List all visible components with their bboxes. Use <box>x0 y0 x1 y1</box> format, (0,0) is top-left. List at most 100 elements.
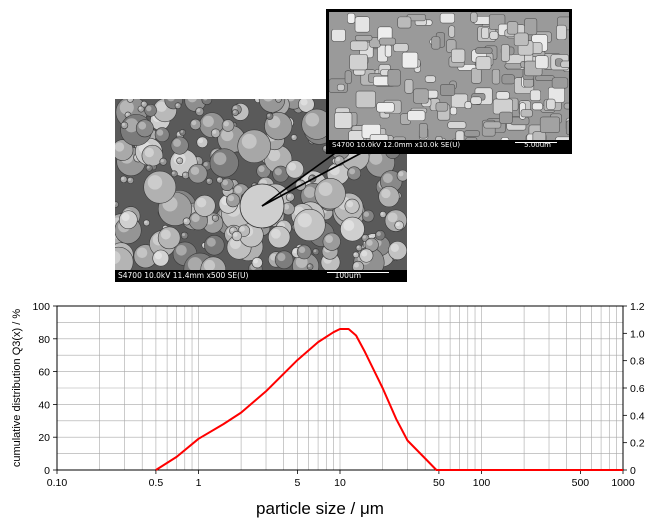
sem-particle <box>170 170 178 178</box>
sem-grain <box>376 102 395 113</box>
sem-particle <box>394 220 404 231</box>
sem-particle <box>137 105 145 113</box>
sem-micrograph-inset: S4700 10.0kV 12.0mm x10.0k SE(U) 5.00um <box>326 9 572 154</box>
sem-particle <box>374 230 386 241</box>
sem-grain <box>513 32 529 47</box>
sem-particle <box>231 230 243 242</box>
sem-particle <box>176 157 184 165</box>
sem-grain <box>500 137 510 140</box>
sem-main-caption-bar: S4700 10.0kV 11.4mm x500 SE(U) 100um <box>115 270 407 282</box>
sem-particle-highlight <box>291 135 295 138</box>
sem-particle <box>201 99 213 106</box>
sem-grain <box>355 90 376 109</box>
sem-grain <box>495 91 510 100</box>
sem-particle-highlight <box>325 235 334 243</box>
sem-grain <box>501 44 510 62</box>
sem-grain <box>407 110 426 122</box>
sem-particle <box>126 99 134 103</box>
sem-particle-highlight <box>288 162 297 171</box>
sem-particle-highlight <box>203 259 216 270</box>
sem-particle-highlight <box>191 213 200 223</box>
sem-particle-highlight <box>267 148 281 162</box>
sem-particle-highlight <box>297 213 312 228</box>
sem-particle-highlight <box>167 99 175 102</box>
sem-particle-highlight <box>267 113 271 117</box>
sem-particle <box>145 164 153 172</box>
sem-particle-highlight <box>160 158 164 163</box>
sem-particle-highlight <box>380 212 384 215</box>
sem-particle-highlight <box>206 178 210 182</box>
sem-grain <box>470 96 482 105</box>
sem-particle-highlight <box>361 250 368 257</box>
sem-particle <box>179 129 187 136</box>
sem-grain <box>560 60 569 68</box>
sem-grain <box>379 37 396 46</box>
sem-grain <box>464 130 480 137</box>
x-tick-label: 0.5 <box>149 477 164 489</box>
sem-particle-highlight <box>177 158 181 162</box>
y2-tick-label: 1.0 <box>630 328 645 340</box>
sem-particle <box>296 244 312 260</box>
sem-main-caption-left: S4700 10.0kV 11.4mm x500 SE(U) <box>118 271 249 280</box>
sem-particle-highlight <box>313 249 317 253</box>
sem-particle-highlight <box>119 100 134 115</box>
sem-particle <box>210 128 221 138</box>
sem-particle <box>388 241 407 261</box>
sem-grain <box>348 130 364 140</box>
sem-particle-highlight <box>353 262 359 268</box>
x-tick-label: 5 <box>294 477 300 489</box>
sem-particle <box>347 166 362 181</box>
sem-particle <box>174 102 182 109</box>
sem-grain <box>464 101 472 110</box>
sem-particle-highlight <box>239 226 245 232</box>
sem-particle <box>352 251 360 259</box>
sem-particle <box>157 226 181 250</box>
sem-particle-highlight <box>115 202 116 205</box>
sem-grain <box>451 48 466 63</box>
sem-particle-highlight <box>318 182 333 196</box>
sem-particle <box>220 177 234 192</box>
sem-particle <box>141 144 164 167</box>
sem-grain <box>447 121 467 129</box>
sem-particle-highlight <box>203 99 208 101</box>
sem-particle-highlight <box>276 99 279 100</box>
sem-particle-highlight <box>154 252 163 260</box>
sem-particle-highlight <box>217 177 221 181</box>
x-tick-label: 10 <box>334 477 346 489</box>
callout-line-right <box>261 150 366 207</box>
sem-grain <box>470 12 478 23</box>
sem-particle-highlight <box>376 231 381 236</box>
sem-particle <box>120 121 129 130</box>
sem-inset-caption-left: S4700 10.0kV 12.0mm x10.0k SE(U) <box>332 141 461 149</box>
sem-grain <box>413 88 429 104</box>
x-tick-label: 1 <box>196 477 202 489</box>
sem-particle <box>355 244 363 252</box>
sem-particle-highlight <box>144 147 154 158</box>
sem-particle <box>293 208 326 242</box>
sem-particle-highlight <box>232 105 238 111</box>
sem-grain <box>424 75 436 83</box>
sem-grain <box>475 56 492 70</box>
sem-grain <box>404 79 414 94</box>
sem-particle-highlight <box>203 162 208 167</box>
sem-particle <box>314 178 346 210</box>
sem-particle <box>216 176 224 184</box>
sem-particle <box>221 119 235 132</box>
sem-particle-highlight <box>387 212 398 223</box>
sem-particle-highlight <box>196 197 207 208</box>
sem-particle-highlight <box>349 168 356 175</box>
sem-particle-highlight <box>221 128 234 142</box>
sem-particle-highlight <box>227 195 235 202</box>
sem-particle-highlight <box>382 173 393 184</box>
y-tick-label: 20 <box>38 432 50 444</box>
sem-particle-highlight <box>343 220 355 231</box>
sem-particle-highlight <box>141 101 145 105</box>
chart-grid <box>57 306 623 470</box>
sem-particle <box>126 176 135 184</box>
sem-particle <box>140 100 148 108</box>
sem-particle <box>195 107 205 116</box>
sem-particle-highlight <box>136 247 148 258</box>
sem-particle-highlight <box>147 175 163 190</box>
y-tick-label: 40 <box>38 399 50 411</box>
y2-tick-label: 0.4 <box>630 410 645 422</box>
